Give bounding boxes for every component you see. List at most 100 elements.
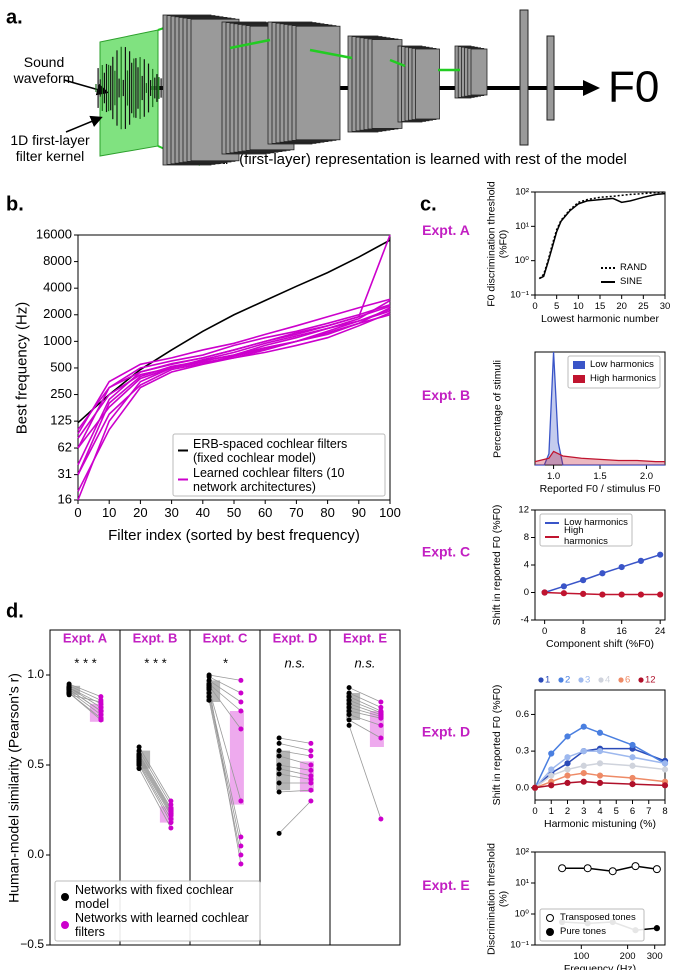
legend-label: 1: [545, 675, 550, 686]
point: [560, 583, 567, 590]
pair-line: [138, 764, 172, 823]
pair-line: [68, 683, 102, 697]
significance: *: [222, 655, 228, 670]
point: [637, 557, 645, 564]
x-tick-label: 4: [597, 806, 602, 817]
pair-line: [208, 683, 242, 712]
significance: n.s.: [285, 655, 306, 670]
point: [346, 697, 352, 703]
pair-line: [348, 699, 382, 714]
dense-layer: [546, 35, 555, 121]
pair-line: [138, 750, 172, 805]
point: [276, 789, 282, 795]
output-label: F0: [608, 63, 659, 112]
panel-label: d.: [6, 600, 24, 622]
pair-line: [279, 773, 311, 780]
pair-line: [138, 763, 172, 820]
x-tick-label: 1.5: [593, 471, 606, 482]
point: [378, 735, 384, 741]
point: [608, 867, 617, 876]
point: [308, 748, 314, 754]
pair-line: [279, 768, 311, 777]
legend-swatch: [61, 893, 69, 901]
point: [346, 717, 352, 723]
y-tick-label: 250: [50, 386, 72, 401]
y-axis-label: Discrimination threshold (%): [485, 842, 509, 955]
point: [136, 748, 142, 754]
pair-line: [68, 692, 102, 721]
x-tick-label: 15: [595, 301, 606, 312]
pair-line: [68, 687, 102, 708]
point: [238, 708, 244, 714]
pointer: [63, 79, 109, 96]
pair-line: [279, 789, 311, 793]
point: [564, 772, 571, 779]
legend-label: Low harmonics: [590, 358, 654, 370]
point: [596, 729, 604, 736]
y-axis-label: F0 discrimination threshold (%F0): [485, 180, 509, 307]
caption: “Cochlear” (first-layer) representation …: [165, 151, 627, 168]
point: [308, 767, 314, 773]
point: [308, 740, 314, 746]
point: [238, 861, 244, 867]
series-line: [538, 192, 666, 280]
pair-line: [68, 685, 102, 701]
x-axis-label: Component shift (%F0): [546, 638, 654, 650]
pair-line: [348, 714, 382, 726]
pair-line: [348, 719, 382, 739]
point: [629, 781, 636, 788]
y-tick-label: 8: [524, 532, 529, 543]
x-axis-label: Lowest harmonic number: [541, 313, 659, 325]
x-tick-label: 16: [616, 626, 627, 637]
point: [378, 704, 384, 710]
point: [580, 723, 587, 730]
filter-line: [77, 307, 391, 475]
pair-line: [138, 746, 172, 802]
point: [308, 780, 314, 786]
y-tick-label: 10⁻¹: [510, 290, 529, 301]
legend-label: Transposed tones: [560, 911, 636, 923]
point: [596, 772, 604, 779]
point: [206, 694, 212, 700]
point: [580, 748, 587, 755]
x-tick-label: 100: [379, 505, 401, 520]
dense-layer: [519, 9, 529, 146]
layer-slab: [295, 25, 341, 141]
column-header: Expt. B: [133, 630, 178, 645]
pair-line: [208, 685, 242, 730]
pair-line: [208, 689, 242, 802]
x-tick-label: 0: [532, 301, 537, 312]
legend-label: High harmonics: [564, 525, 608, 547]
x-tick-label: 5: [554, 301, 559, 312]
x-tick-label: 0: [532, 806, 537, 817]
point: [276, 753, 282, 759]
point: [378, 715, 384, 721]
legend-label: SINE: [620, 275, 643, 287]
point: [98, 699, 104, 705]
pair-line: [348, 692, 382, 708]
pair-line: [348, 703, 382, 715]
panel-label: a.: [6, 6, 23, 28]
point: [580, 778, 587, 785]
legend-frame: [172, 433, 386, 497]
y-tick-label: 0.6: [516, 709, 529, 720]
point: [564, 760, 571, 767]
y-tick-label: 62: [58, 439, 72, 454]
point: [276, 762, 282, 768]
x-tick-label: 30: [660, 301, 671, 312]
y-axis-label: Percentage of stimuli: [491, 359, 504, 458]
legend-label: 3: [585, 675, 590, 686]
y-axis-label: Shift in reported F0 (%F0): [491, 504, 504, 626]
y-tick-label: 10²: [515, 847, 529, 858]
point: [657, 591, 664, 598]
legend-swatch: [573, 375, 585, 383]
legend-label: Low harmonics: [564, 516, 628, 528]
legend-frame: [539, 513, 633, 547]
pair-line: [279, 743, 311, 751]
point: [541, 589, 548, 596]
point: [564, 766, 571, 773]
pair-line: [279, 764, 311, 771]
y-tick-label: 12: [518, 505, 529, 516]
pair-line: [349, 710, 381, 719]
legend-frame: [567, 355, 661, 389]
